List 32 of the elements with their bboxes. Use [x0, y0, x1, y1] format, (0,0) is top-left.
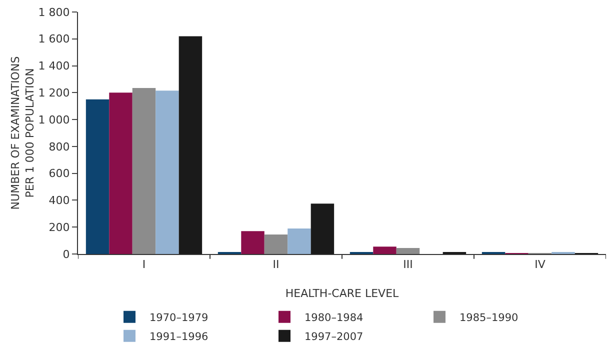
y-tick-label: 0: [62, 248, 70, 261]
bar: [156, 90, 179, 254]
bar: [86, 99, 110, 254]
bar: [178, 36, 202, 254]
y-tick-label: 400: [48, 194, 70, 208]
y-tick-label: 600: [48, 167, 70, 180]
legend-label: 1970–1979: [150, 312, 208, 324]
legend-label: 1991–1996: [150, 330, 209, 343]
bar: [109, 92, 132, 254]
bar: [241, 231, 264, 254]
x-tick-label: III: [403, 258, 413, 272]
x-tick-label: II: [272, 258, 280, 272]
y-tick-label: 1 800: [38, 6, 70, 19]
bar: [288, 228, 311, 254]
y-axis-title: NUMBER OF EXAMINATIONS PER 1 000 POPULATION: [9, 56, 36, 210]
bar: [264, 234, 288, 254]
legend-label: 1985–1990: [460, 312, 518, 324]
y-tick-label: 800: [48, 140, 70, 154]
x-tick-label: I: [142, 258, 146, 272]
bar: [132, 88, 156, 254]
y-tick-label: 1 400: [38, 60, 70, 73]
x-tick-label: IV: [534, 258, 546, 272]
y-tick-label: 1 200: [38, 86, 70, 100]
bar: [373, 246, 396, 254]
legend-label: 1980–1984: [304, 312, 364, 324]
y-tick-label: 1 000: [38, 113, 70, 126]
legend-label: 1997–2007: [304, 330, 364, 343]
y-tick-label: 1 600: [38, 32, 70, 46]
bar: [310, 204, 334, 254]
bar: [396, 248, 420, 254]
x-axis-title: HEALTH-CARE LEVEL: [285, 287, 400, 300]
y-tick-label: 200: [48, 220, 70, 234]
